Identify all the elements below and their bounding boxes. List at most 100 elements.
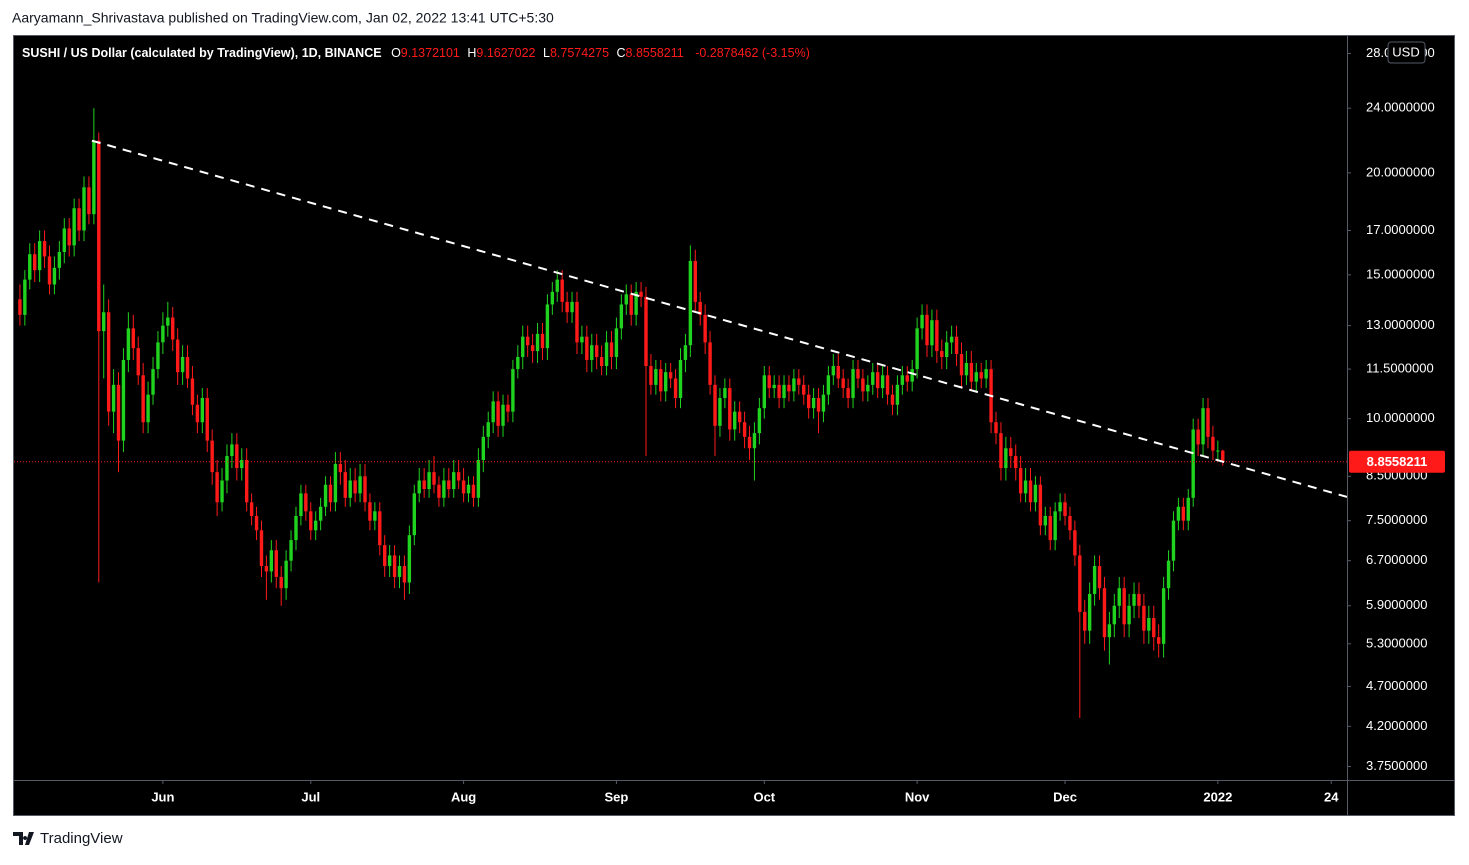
candle-body <box>861 378 865 392</box>
x-tick-label: Jun <box>151 789 174 804</box>
candle-body <box>871 372 875 385</box>
candle-body <box>323 484 328 507</box>
candle-body <box>353 480 357 494</box>
x-tick-label: 2022 <box>1203 789 1232 804</box>
candle-body <box>668 372 673 379</box>
candle-body <box>747 436 752 449</box>
candle-body <box>880 375 885 389</box>
candle-body <box>102 312 106 332</box>
candle-body <box>1023 480 1028 494</box>
candle-body <box>23 279 27 315</box>
candle-body <box>885 375 890 395</box>
candle-body <box>1033 484 1038 503</box>
candle-body <box>141 375 145 423</box>
candle-body <box>969 362 974 382</box>
candle-body <box>52 267 57 285</box>
candle-body <box>82 187 86 231</box>
candle-body <box>244 459 249 503</box>
candle-body <box>1122 588 1126 625</box>
candle-body <box>624 294 628 305</box>
candle-body <box>782 384 786 398</box>
candle-body <box>383 545 387 567</box>
candle-body <box>762 375 767 409</box>
candle-body <box>949 336 954 343</box>
candle-body <box>501 404 505 426</box>
candle-body <box>530 345 535 352</box>
ohlc-label: O <box>391 46 401 60</box>
candle-body <box>200 397 205 423</box>
candle-body <box>516 356 520 370</box>
candle-body <box>412 493 416 536</box>
candle-body <box>580 336 584 343</box>
candle-body <box>742 422 747 437</box>
candle-body <box>392 555 397 577</box>
candle-body <box>757 408 762 434</box>
candle-body <box>846 388 850 398</box>
candle-body <box>1038 484 1043 526</box>
candle-body <box>1053 511 1057 541</box>
candle-body <box>230 444 234 457</box>
candle-body <box>1014 456 1018 469</box>
candle-body <box>92 140 96 215</box>
y-tick-label: 20.0000000 <box>1366 164 1435 179</box>
candle-body <box>220 480 224 503</box>
candle-body <box>698 301 702 315</box>
candle-body <box>1097 566 1102 589</box>
candle-body <box>604 342 609 367</box>
candle-body <box>767 375 771 389</box>
candle-body <box>585 336 589 360</box>
candle-body <box>821 394 826 412</box>
candle-body <box>1216 450 1220 452</box>
candle-body <box>856 369 860 379</box>
candle-body <box>1176 506 1181 521</box>
candle-body <box>333 463 338 503</box>
candle-body <box>521 336 525 357</box>
candle-body <box>215 472 219 503</box>
y-tick-label: 13.0000000 <box>1366 317 1435 332</box>
y-tick-label: 24.0000000 <box>1366 100 1435 115</box>
candle-body <box>447 480 451 490</box>
ohlc-label: C <box>617 46 626 60</box>
candle-body <box>471 484 476 498</box>
candle-body <box>994 422 998 434</box>
candle-body <box>639 291 643 297</box>
candle-body <box>737 411 742 423</box>
candle-body <box>1152 618 1156 638</box>
candle-body <box>649 366 653 385</box>
ohlc-value: 9.1627022 <box>476 46 535 60</box>
candle-body <box>555 279 559 292</box>
y-tick-label: 6.7000000 <box>1366 552 1427 567</box>
candle-body <box>693 260 697 302</box>
candle-body <box>619 304 624 329</box>
candle-body <box>733 411 737 430</box>
last-price-badge <box>1349 450 1445 473</box>
candle-body <box>1171 520 1176 561</box>
candle-body <box>594 345 599 357</box>
candle-body <box>826 375 831 395</box>
candle-body <box>811 397 816 409</box>
candle-body <box>841 378 845 389</box>
candle-body <box>387 555 392 567</box>
candle-body <box>235 444 239 469</box>
candle-body <box>1009 448 1013 457</box>
candle-body <box>772 384 776 389</box>
candle-body <box>156 342 160 370</box>
candle-body <box>185 356 190 379</box>
candle-body <box>67 228 71 246</box>
candle-body <box>1004 448 1008 469</box>
y-tick-label: 17.0000000 <box>1366 222 1435 237</box>
candle-body <box>309 511 313 531</box>
candle-body <box>1107 624 1112 638</box>
candle-body <box>723 388 727 398</box>
legend-line: SUSHI / US Dollar (calculated by Trading… <box>22 46 810 60</box>
candle-body <box>397 566 402 577</box>
y-tick-label: 7.5000000 <box>1366 512 1427 527</box>
candle-body <box>940 351 944 357</box>
candle-body <box>905 375 909 382</box>
x-tick-label: 24 <box>1324 789 1339 804</box>
candle-body <box>1127 605 1131 625</box>
candle-body <box>289 540 293 561</box>
candle-body <box>284 560 288 589</box>
candle-body <box>1043 515 1048 526</box>
candle-body <box>1132 593 1136 606</box>
